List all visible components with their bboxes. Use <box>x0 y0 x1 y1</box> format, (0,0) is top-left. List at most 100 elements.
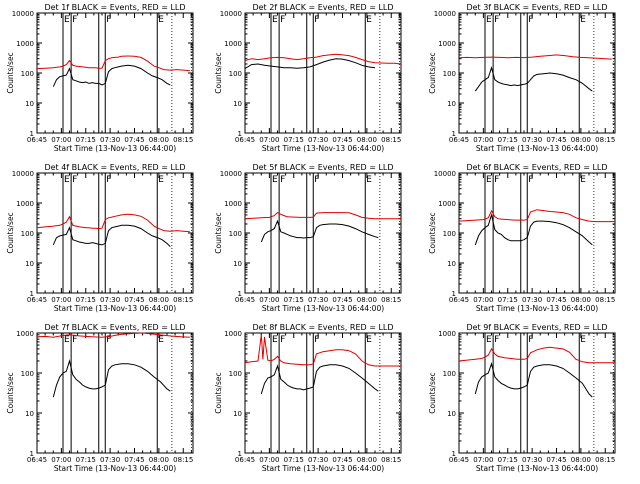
series-line-lld <box>458 54 612 60</box>
x-tick-label: 07:15 <box>76 456 96 464</box>
x-tick-label: 08:15 <box>595 456 615 464</box>
y-tick-label: 100 <box>21 370 34 378</box>
x-tick-label: 07:00 <box>473 136 493 144</box>
plot-title: Det 4f BLACK = Events, RED = LLD <box>44 163 185 172</box>
x-tick-label: 07:15 <box>498 296 518 304</box>
interval-marker-label: F <box>106 15 111 25</box>
x-tick-label: 07:30 <box>308 296 328 304</box>
x-tick-label: 06:45 <box>235 136 255 144</box>
y-tick-label: 1000 <box>16 330 34 338</box>
interval-marker-label: E <box>486 15 492 25</box>
y-tick-label: 10000 <box>434 170 456 178</box>
interval-marker-label: E <box>366 335 372 345</box>
plot-panel-9: 1 10 100 1000 06:45 07:00 07:15 07:30 07:45 08:00… <box>428 323 616 473</box>
x-axis-label: Start Time (13-Nov-13 06:44:00) <box>262 304 384 313</box>
x-tick-label: 06:45 <box>27 136 47 144</box>
plot-frame <box>36 12 194 134</box>
plot-frame <box>458 332 616 454</box>
x-tick-label: 07:30 <box>522 456 542 464</box>
interval-marker-label: E <box>366 15 372 25</box>
y-tick-label: 10 <box>233 410 242 418</box>
plot-frame <box>36 332 194 454</box>
x-axis-label: Start Time (13-Nov-13 06:44:00) <box>262 464 384 473</box>
x-tick-label: 07:30 <box>522 296 542 304</box>
series-line-events <box>52 64 171 87</box>
plot-panel-8: 1 10 100 1000 06:45 07:00 07:15 07:30 07:45 08:00… <box>214 323 402 473</box>
x-axis-label: Start Time (13-Nov-13 06:44:00) <box>476 464 598 473</box>
x-axis-label: Start Time (13-Nov-13 06:44:00) <box>476 144 598 153</box>
interval-marker-label: F <box>314 335 319 345</box>
x-tick-label: 06:45 <box>27 456 47 464</box>
plot-title: Det 3f BLACK = Events, RED = LLD <box>466 3 607 12</box>
y-axis-label: Counts/sec <box>214 372 223 413</box>
y-tick-label: 10 <box>25 410 34 418</box>
x-axis-label: Start Time (13-Nov-13 06:44:00) <box>54 464 176 473</box>
interval-marker-label: E <box>64 175 70 185</box>
y-tick-label: 1 <box>238 450 242 458</box>
x-tick-label: 07:45 <box>332 456 352 464</box>
x-tick-label: 08:00 <box>149 296 169 304</box>
plot-title: Det 9f BLACK = Events, RED = LLD <box>466 323 607 332</box>
x-tick-label: 07:45 <box>332 136 352 144</box>
x-tick-label: 06:45 <box>235 296 255 304</box>
y-tick-label: 10 <box>233 260 242 268</box>
interval-marker-label: E <box>486 335 492 345</box>
y-tick-label: 1000 <box>224 330 242 338</box>
y-tick-label: 1000 <box>438 200 456 208</box>
x-tick-label: 07:30 <box>100 456 120 464</box>
x-tick-label: 07:15 <box>284 296 304 304</box>
plot-panel-2: 1 10 100 1000 10000 06:45 07:00 07:15 07:30 07:45… <box>214 3 402 153</box>
x-tick-label: 06:45 <box>449 296 469 304</box>
y-tick-label: 100 <box>21 70 34 78</box>
plot-panel-3: 1 10 100 1000 10000 06:45 07:00 07:15 07:30 07:45… <box>428 3 616 153</box>
plot-frame <box>244 172 402 294</box>
plot-title: Det 7f BLACK = Events, RED = LLD <box>44 323 185 332</box>
x-tick-label: 08:15 <box>381 296 401 304</box>
interval-marker-label: F <box>528 335 533 345</box>
x-tick-label: 07:00 <box>259 296 279 304</box>
x-tick-label: 08:15 <box>595 296 615 304</box>
interval-marker-label: E <box>366 175 372 185</box>
x-tick-label: 07:30 <box>100 136 120 144</box>
x-axis-label: Start Time (13-Nov-13 06:44:00) <box>262 144 384 153</box>
x-tick-label: 06:45 <box>449 136 469 144</box>
y-axis-label: Counts/sec <box>428 52 437 93</box>
y-tick-label: 100 <box>443 370 456 378</box>
interval-marker-label: F <box>106 335 111 345</box>
series-line-lld <box>36 332 190 338</box>
x-tick-label: 07:15 <box>284 136 304 144</box>
x-tick-label: 07:45 <box>124 136 144 144</box>
x-tick-label: 07:15 <box>284 456 304 464</box>
y-tick-label: 1000 <box>16 200 34 208</box>
interval-marker-label: F <box>280 175 285 185</box>
y-tick-label: 10000 <box>434 10 456 18</box>
y-tick-label: 100 <box>21 230 34 238</box>
y-axis-label: Counts/sec <box>6 372 15 413</box>
interval-marker-label: F <box>280 335 285 345</box>
plot-frame <box>244 332 402 454</box>
x-tick-label: 07:30 <box>308 136 328 144</box>
interval-marker-label: F <box>314 15 319 25</box>
x-tick-label: 07:00 <box>259 456 279 464</box>
x-tick-label: 07:45 <box>546 136 566 144</box>
x-tick-label: 08:00 <box>149 136 169 144</box>
y-tick-label: 10000 <box>220 170 242 178</box>
y-tick-label: 10000 <box>220 10 242 18</box>
y-tick-label: 100 <box>229 230 242 238</box>
x-tick-label: 06:45 <box>449 456 469 464</box>
interval-marker-label: F <box>72 175 77 185</box>
series-line-lld <box>244 334 401 367</box>
interval-marker-label: E <box>580 335 586 345</box>
x-tick-label: 08:15 <box>381 136 401 144</box>
y-tick-label: 1000 <box>224 200 242 208</box>
interval-marker-label: F <box>528 175 533 185</box>
x-tick-label: 07:15 <box>76 296 96 304</box>
series-line-lld <box>36 213 190 233</box>
plot-title: Det 8f BLACK = Events, RED = LLD <box>252 323 393 332</box>
y-tick-label: 1 <box>238 130 242 138</box>
series-line-lld <box>458 346 615 364</box>
y-tick-label: 100 <box>229 70 242 78</box>
x-tick-label: 07:45 <box>546 296 566 304</box>
interval-marker-label: F <box>494 335 499 345</box>
series-line-lld <box>458 209 615 223</box>
